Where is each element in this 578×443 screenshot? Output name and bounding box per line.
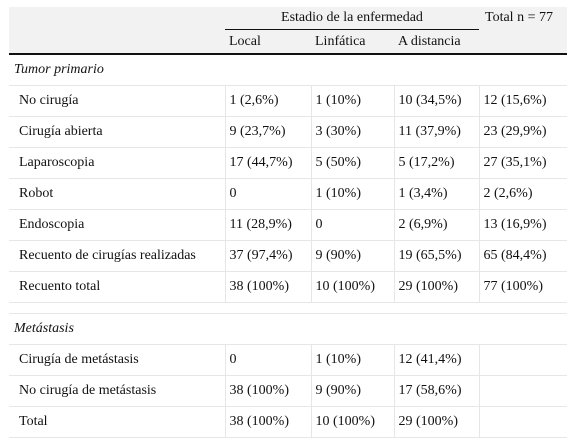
- cell-lymphatic: 5 (50%): [311, 147, 395, 179]
- section-spacer: [9, 302, 567, 314]
- cell-lymphatic: 10 (100%): [311, 406, 395, 438]
- cell-total: [479, 375, 567, 407]
- cell-local: 0: [225, 178, 312, 210]
- col-header-lymphatic: Linfática: [311, 29, 394, 55]
- cell-total: [479, 344, 567, 376]
- header-blank-cell: [9, 7, 225, 30]
- cell-lymphatic: 0: [311, 209, 395, 241]
- cell-distant: 1 (3,4%): [394, 178, 480, 210]
- table-row: Cirugía de metástasis 0 1 (10%) 12 (41,4%): [9, 344, 567, 376]
- col-header-local: Local: [225, 29, 311, 55]
- cell-local: 0: [225, 344, 312, 376]
- table-header: Estadio de la enfermedad Total n = 77 Lo…: [9, 7, 567, 55]
- row-label: Laparoscopia: [9, 147, 226, 179]
- section-heading: Metástasis: [9, 313, 567, 345]
- row-label: Total: [9, 406, 226, 438]
- cell-local: 11 (28,9%): [225, 209, 312, 241]
- header-row-columns: Local Linfática A distancia: [9, 29, 567, 55]
- total-header: Total n = 77: [479, 7, 567, 30]
- cell-total: 12 (15,6%): [479, 85, 567, 117]
- cell-local: 37 (97,4%): [225, 240, 312, 272]
- cell-distant: 29 (100%): [394, 271, 480, 303]
- row-label: Cirugía de metástasis: [9, 344, 226, 376]
- cell-total: 27 (35,1%): [479, 147, 567, 179]
- results-table-container: Estadio de la enfermedad Total n = 77 Lo…: [9, 7, 567, 438]
- table-row: Total 38 (100%) 10 (100%) 29 (100%): [9, 406, 567, 438]
- cell-local: 17 (44,7%): [225, 147, 312, 179]
- cell-distant: 5 (17,2%): [394, 147, 480, 179]
- cell-distant: 2 (6,9%): [394, 209, 480, 241]
- section-heading: Tumor primario: [9, 54, 567, 86]
- section-heading-row: Metástasis: [9, 313, 567, 345]
- table-row: Cirugía abierta 9 (23,7%) 3 (30%) 11 (37,9%…: [9, 116, 567, 148]
- table-row: Recuento total 38 (100%) 10 (100%) 29 (100%…: [9, 271, 567, 303]
- row-label: No cirugía: [9, 85, 226, 117]
- row-label: Recuento de cirugías realizadas: [9, 240, 226, 272]
- cell-total: 13 (16,9%): [479, 209, 567, 241]
- cell-total: 65 (84,4%): [479, 240, 567, 272]
- table-row: Robot 0 1 (10%) 1 (3,4%) 2 (2,6%): [9, 178, 567, 210]
- cell-distant: 29 (100%): [394, 406, 480, 438]
- table-row: Laparoscopia 17 (44,7%) 5 (50%) 5 (17,2%) 27…: [9, 147, 567, 179]
- row-label: Recuento total: [9, 271, 226, 303]
- cell-total: 2 (2,6%): [479, 178, 567, 210]
- cell-local: 38 (100%): [225, 271, 312, 303]
- table-body: Tumor primario No cirugía 1 (2,6%) 1 (10%) 1…: [9, 54, 567, 438]
- col-header-total-blank: [479, 29, 567, 55]
- spacer-cell: [9, 302, 567, 314]
- cell-lymphatic: 10 (100%): [311, 271, 395, 303]
- cell-distant: 17 (58,6%): [394, 375, 480, 407]
- cell-local: 38 (100%): [225, 375, 312, 407]
- cell-total: [479, 406, 567, 438]
- cell-lymphatic: 1 (10%): [311, 344, 395, 376]
- row-label: Cirugía abierta: [9, 116, 226, 148]
- cell-total: 23 (29,9%): [479, 116, 567, 148]
- cell-lymphatic: 1 (10%): [311, 178, 395, 210]
- row-label: Robot: [9, 178, 226, 210]
- surgery-by-stage-table: Estadio de la enfermedad Total n = 77 Lo…: [9, 7, 567, 438]
- table-row: No cirugía 1 (2,6%) 1 (10%) 10 (34,5%) 12 (1…: [9, 85, 567, 117]
- header-blank-cell: [9, 29, 225, 55]
- section-heading-row: Tumor primario: [9, 54, 567, 86]
- cell-lymphatic: 9 (90%): [311, 375, 395, 407]
- table-row: Recuento de cirugías realizadas 37 (97,4%…: [9, 240, 567, 272]
- cell-distant: 11 (37,9%): [394, 116, 480, 148]
- cell-total: 77 (100%): [479, 271, 567, 303]
- cell-lymphatic: 9 (90%): [311, 240, 395, 272]
- cell-distant: 10 (34,5%): [394, 85, 480, 117]
- cell-distant: 19 (65,5%): [394, 240, 480, 272]
- table-row: No cirugía de metástasis 38 (100%) 9 (90%)…: [9, 375, 567, 407]
- stage-group-header: Estadio de la enfermedad: [225, 7, 479, 30]
- cell-local: 38 (100%): [225, 406, 312, 438]
- cell-lymphatic: 3 (30%): [311, 116, 395, 148]
- col-header-distant: A distancia: [394, 29, 479, 55]
- table-row: Endoscopia 11 (28,9%) 0 2 (6,9%) 13 (16,9%): [9, 209, 567, 241]
- row-label: No cirugía de metástasis: [9, 375, 226, 407]
- cell-lymphatic: 1 (10%): [311, 85, 395, 117]
- header-row-group: Estadio de la enfermedad Total n = 77: [9, 7, 567, 30]
- cell-distant: 12 (41,4%): [394, 344, 480, 376]
- cell-local: 9 (23,7%): [225, 116, 312, 148]
- cell-local: 1 (2,6%): [225, 85, 312, 117]
- row-label: Endoscopia: [9, 209, 226, 241]
